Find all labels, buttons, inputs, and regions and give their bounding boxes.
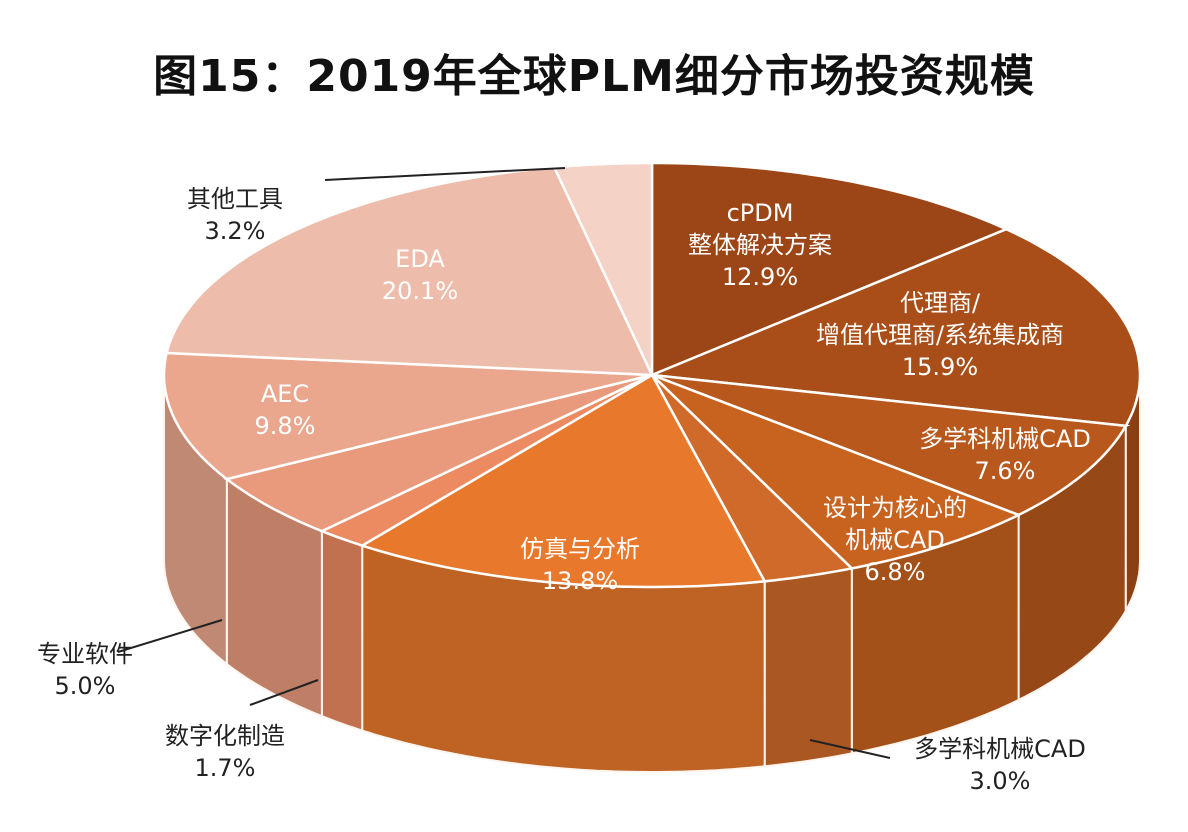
slice-label-text: 代理商/ <box>899 289 981 317</box>
slice-value: 7.6% <box>974 457 1036 485</box>
leader-line <box>324 167 566 181</box>
slice-label-text: 其他工具 <box>187 185 283 213</box>
slice-label: 其他工具 3.2% <box>187 183 283 247</box>
slice-0 <box>650 161 1010 377</box>
slice-label: 数字化制造 1.7% <box>165 720 285 784</box>
slice-label: 专业软件 5.0% <box>37 638 133 702</box>
slice-label: 多学科机械CAD 7.6% <box>919 423 1091 487</box>
slice-label-text: 整体解决方案 <box>688 231 832 259</box>
leader-line <box>117 619 223 653</box>
slice-3 <box>651 373 1020 570</box>
leader-line <box>249 679 319 706</box>
slice-label: 代理商/增值代理商/系统集成商 15.9% <box>816 287 1064 383</box>
slice-label-text: 多学科机械CAD <box>919 425 1091 453</box>
slice-label-text: EDA <box>395 245 445 273</box>
slice-label-text: 机械CAD <box>845 526 945 554</box>
leader-line <box>809 739 891 759</box>
slice-label-text: 设计为核心的 <box>823 494 967 522</box>
slice-label: 多学科机械CAD 3.0% <box>914 733 1086 797</box>
slice-value: 13.8% <box>541 567 619 595</box>
slice-value: 12.9% <box>721 263 799 291</box>
slice-7 <box>223 373 653 534</box>
slice-value: 3.2% <box>204 217 266 245</box>
slice-label: AEC 9.8% <box>255 378 316 442</box>
slice-value: 9.8% <box>254 412 316 440</box>
slice-label-text: 数字化制造 <box>165 722 285 750</box>
chart-title: 图15：2019年全球PLM细分市场投资规模 <box>153 51 1035 102</box>
slice-label: EDA 20.1% <box>382 243 458 307</box>
slice-value: 3.0% <box>969 767 1031 795</box>
slice-value: 1.7% <box>194 754 256 782</box>
slice-4 <box>650 374 854 583</box>
slice-side <box>763 567 854 768</box>
slice-value: 5.0% <box>54 672 116 700</box>
slice-1 <box>651 227 1142 428</box>
slice-label-text: 仿真与分析 <box>520 535 640 563</box>
slice-value: 6.8% <box>864 558 926 586</box>
slice-5 <box>359 373 769 589</box>
slice-8 <box>162 351 653 481</box>
slice-label-text: 专业软件 <box>37 640 133 668</box>
slice-side <box>320 529 364 732</box>
slice-10 <box>553 161 654 376</box>
slice-value: 20.1% <box>381 277 459 305</box>
slice-label-text: AEC <box>260 380 310 408</box>
slice-label-text: 增值代理商/系统集成商 <box>815 321 1065 349</box>
slice-label-text: 多学科机械CAD <box>914 735 1086 763</box>
slice-label: 设计为核心的 机械CAD 6.8% <box>823 492 967 588</box>
slice-value: 15.9% <box>901 353 979 381</box>
slice-9 <box>165 165 655 377</box>
slice-label: cPDM 整体解决方案 12.9% <box>688 197 832 293</box>
slice-2 <box>651 373 1130 517</box>
slice-label-text: cPDM <box>726 199 794 227</box>
slice-label: 仿真与分析 13.8% <box>520 533 640 597</box>
